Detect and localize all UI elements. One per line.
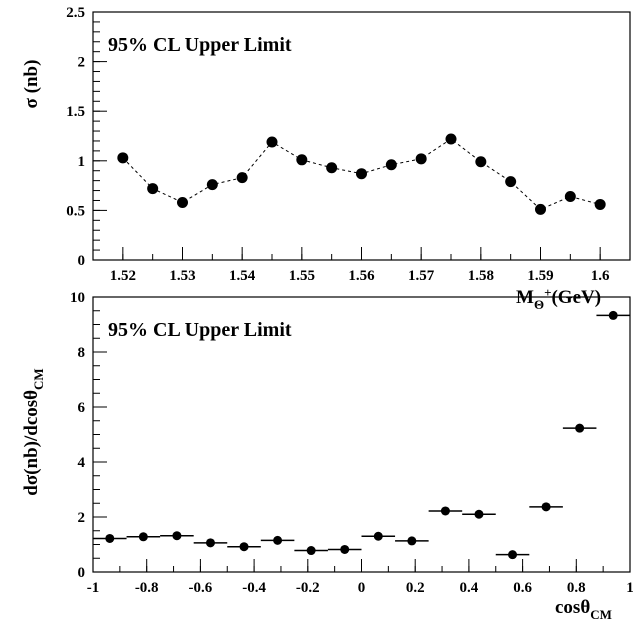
data-point [326, 162, 338, 174]
y-tick-label: 0.5 [66, 203, 85, 219]
x-tick-label: 1 [626, 580, 634, 596]
y-tick-label: 2 [78, 55, 86, 71]
data-point [440, 506, 450, 516]
x-tick-label: 1.52 [110, 268, 136, 284]
data-point [147, 183, 159, 195]
data-point [594, 198, 606, 210]
y-tick-label: 1 [78, 154, 86, 170]
panel-title: 95% CL Upper Limit [108, 319, 292, 341]
data-point [273, 535, 283, 545]
x-tick-label: 1.6 [591, 268, 610, 284]
y-tick-label: 2.5 [66, 5, 85, 21]
data-points [93, 310, 630, 560]
data-point [105, 533, 115, 543]
y-tick-label: 8 [78, 345, 86, 361]
y-tick-label: 4 [78, 455, 86, 471]
x-tick-label: 0.2 [406, 580, 425, 596]
y-tick-label: 0 [78, 565, 86, 581]
x-tick-label: 0.8 [567, 580, 586, 596]
data-point [407, 536, 417, 546]
x-axis-label: cosθCM [555, 597, 612, 622]
data-points [117, 133, 606, 215]
y-tick-label: 10 [70, 290, 85, 306]
data-point [508, 550, 518, 560]
x-tick-label: 1.57 [408, 268, 435, 284]
x-axis-ticks: -1 -0.8 -0.6 -0.4 -0.2 0 0.2 0.4 0.6 0.8 1 [87, 559, 634, 596]
x-tick-label: 1.56 [348, 268, 375, 284]
data-point [385, 159, 397, 171]
x-axis-ticks: 1.52 1.53 1.54 1.55 1.56 1.57 1.58 1.59 1.6 [92, 247, 631, 284]
data-point [608, 310, 618, 320]
x-tick-label: -1 [87, 580, 100, 596]
y-tick-label: 6 [78, 400, 86, 416]
data-point [475, 156, 487, 168]
y-axis-label: σ (nb) [21, 60, 42, 109]
data-point [415, 153, 427, 165]
x-tick-label: 1.53 [169, 268, 195, 284]
data-point [373, 531, 383, 541]
x-tick-label: 1.59 [527, 268, 553, 284]
data-point [177, 196, 188, 208]
data-point [296, 154, 308, 166]
data-point [266, 136, 278, 148]
x-tick-label: 0.6 [513, 580, 532, 596]
x-tick-label: 1.54 [229, 268, 256, 284]
y-tick-label: 0 [78, 253, 86, 269]
data-point [575, 423, 585, 433]
data-point [474, 509, 484, 519]
data-point [564, 191, 576, 203]
data-point [117, 152, 129, 164]
upper-limit-mass-panel: 1.52 1.53 1.54 1.55 1.56 1.57 1.58 1.59 1.6 00.5… [21, 5, 631, 312]
data-point [306, 546, 316, 556]
y-tick-label: 1.5 [66, 104, 85, 120]
x-tick-label: -0.8 [135, 580, 159, 596]
data-point [445, 133, 457, 145]
data-point [206, 179, 218, 191]
y-axis-label: dσ(nb)/dcosθCM [21, 368, 46, 495]
y-tick-label: 2 [78, 510, 86, 526]
x-tick-label: -0.4 [242, 580, 266, 596]
data-point [236, 172, 248, 184]
data-point [340, 544, 350, 554]
data-point [505, 176, 517, 188]
data-point [535, 203, 546, 215]
x-tick-label: 1.55 [289, 268, 315, 284]
y-axis-ticks: 0 0.5 1 1.5 2 2.5 [66, 5, 107, 269]
x-tick-label: -0.6 [189, 580, 213, 596]
y-axis-ticks: 0 2 4 6 8 10 [70, 290, 107, 581]
data-point [356, 168, 367, 180]
data-point [138, 532, 148, 542]
x-tick-label: -0.2 [296, 580, 320, 596]
panel-title: 95% CL Upper Limit [108, 34, 292, 56]
data-point [541, 502, 551, 512]
x-tick-label: 0 [358, 580, 366, 596]
data-point [239, 542, 249, 552]
differential-cross-section-panel: -1 -0.8 -0.6 -0.4 -0.2 0 0.2 0.4 0.6 0.8 1 0 2 4 6 8 10… [21, 290, 634, 622]
x-axis-label: MΘ+(GeV) [516, 285, 601, 312]
data-point [205, 538, 215, 548]
x-tick-label: 1.58 [468, 268, 494, 284]
data-point [172, 531, 182, 541]
x-tick-label: 0.4 [460, 580, 479, 596]
